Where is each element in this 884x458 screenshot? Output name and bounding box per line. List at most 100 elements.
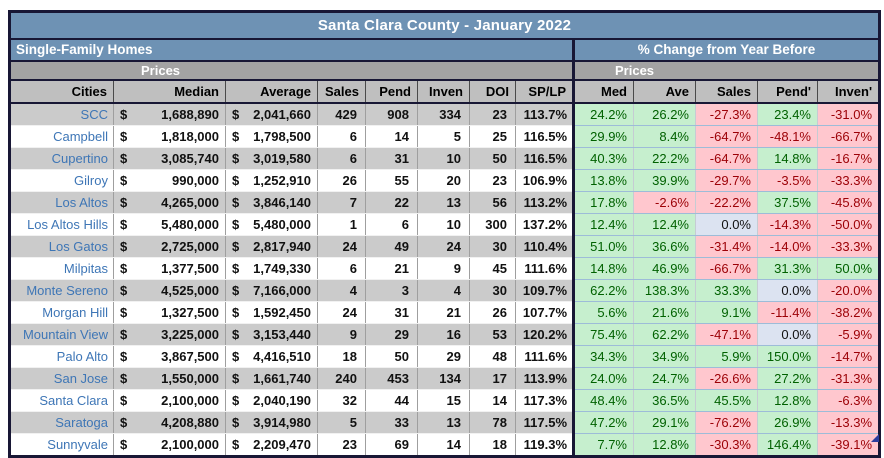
excel-fill-handle[interactable] — [871, 434, 879, 442]
city-link[interactable]: Palo Alto — [9, 345, 114, 368]
city-link[interactable]: Gilroy — [9, 169, 114, 192]
median-value: 3,085,740 — [161, 151, 219, 166]
currency-symbol: $ — [120, 173, 128, 188]
splp-cell: 106.9% — [515, 169, 574, 192]
pend-cell: 6 — [365, 213, 418, 236]
pct-sales-cell: 5.9% — [695, 345, 758, 368]
sales-cell: 6 — [317, 125, 366, 148]
inven-cell: 14 — [417, 433, 470, 457]
median-value: 5,480,000 — [161, 217, 219, 232]
pct-pend-cell: 12.8% — [757, 389, 818, 412]
pct-inven-cell: -50.0% — [817, 213, 880, 236]
city-link[interactable]: Los Altos — [9, 191, 114, 214]
city-link[interactable]: Los Altos Hills — [9, 213, 114, 236]
median-cell: $2,100,000 — [113, 433, 226, 457]
table-row: Sunnyvale $2,100,000 $2,209,470 23 69 14… — [9, 433, 880, 457]
pend-cell: 3 — [365, 279, 418, 302]
pct-med-cell: 51.0% — [572, 235, 634, 258]
city-link[interactable]: Monte Sereno — [9, 279, 114, 302]
median-cell: $3,867,500 — [113, 345, 226, 368]
pct-med-cell: 40.3% — [572, 147, 634, 170]
currency-symbol: $ — [120, 261, 128, 276]
city-link[interactable]: Santa Clara — [9, 389, 114, 412]
doi-cell: 45 — [469, 257, 516, 280]
col-header-pct-med: Med — [572, 80, 634, 104]
city-link[interactable]: Mountain View — [9, 323, 114, 346]
average-value: 2,817,940 — [253, 239, 311, 254]
pct-med-cell: 5.6% — [572, 301, 634, 324]
city-link[interactable]: Sunnyvale — [9, 433, 114, 457]
title-row: Santa Clara County - January 2022 — [9, 11, 880, 40]
city-link[interactable]: SCC — [9, 103, 114, 126]
median-cell: $3,085,740 — [113, 147, 226, 170]
median-value: 990,000 — [172, 173, 219, 188]
table-row: Los Altos $4,265,000 $3,846,140 7 22 13 … — [9, 191, 880, 214]
median-cell: $1,550,000 — [113, 367, 226, 390]
doi-cell: 18 — [469, 433, 516, 457]
splp-cell: 117.3% — [515, 389, 574, 412]
doi-cell: 48 — [469, 345, 516, 368]
median-value: 3,867,500 — [161, 349, 219, 364]
splp-cell: 116.5% — [515, 125, 574, 148]
median-value: 3,225,000 — [161, 327, 219, 342]
doi-cell: 30 — [469, 235, 516, 258]
col-header-sales: Sales — [317, 80, 366, 104]
city-link[interactable]: Morgan Hill — [9, 301, 114, 324]
city-link[interactable]: Cupertino — [9, 147, 114, 170]
pct-ave-cell: 46.9% — [633, 257, 696, 280]
table-row: Morgan Hill $1,327,500 $1,592,450 24 31 … — [9, 301, 880, 324]
pct-inven-cell: -33.3% — [817, 169, 880, 192]
pct-ave-cell: 21.6% — [633, 301, 696, 324]
sales-cell: 32 — [317, 389, 366, 412]
sales-cell: 18 — [317, 345, 366, 368]
pct-med-cell: 62.2% — [572, 279, 634, 302]
median-cell: $1,327,500 — [113, 301, 226, 324]
inven-cell: 13 — [417, 191, 470, 214]
inven-cell: 21 — [417, 301, 470, 324]
city-link[interactable]: Milpitas — [9, 257, 114, 280]
pct-pend-cell: 0.0% — [757, 323, 818, 346]
city-link[interactable]: Los Gatos — [9, 235, 114, 258]
pct-inven-cell: -66.7% — [817, 125, 880, 148]
pct-inven-cell: -14.7% — [817, 345, 880, 368]
pct-ave-cell: 62.2% — [633, 323, 696, 346]
doi-cell: 14 — [469, 389, 516, 412]
col-header-pct-inven: Inven' — [817, 80, 880, 104]
average-value: 1,252,910 — [253, 173, 311, 188]
pct-ave-cell: 12.4% — [633, 213, 696, 236]
splp-cell: 137.2% — [515, 213, 574, 236]
splp-cell: 113.7% — [515, 103, 574, 126]
currency-symbol: $ — [120, 107, 128, 122]
pct-inven-cell: -5.9% — [817, 323, 880, 346]
pct-med-cell: 14.8% — [572, 257, 634, 280]
currency-symbol: $ — [232, 261, 240, 276]
column-header-row: Cities Median Average Sales Pend Inven D… — [9, 80, 880, 104]
pct-med-cell: 17.8% — [572, 191, 634, 214]
inven-cell: 13 — [417, 411, 470, 434]
average-cell: $1,798,500 — [225, 125, 318, 148]
sales-cell: 240 — [317, 367, 366, 390]
sales-cell: 5 — [317, 411, 366, 434]
pct-sales-cell: 9.1% — [695, 301, 758, 324]
real-estate-table: Santa Clara County - January 2022 Single… — [8, 10, 882, 458]
pct-sales-cell: -27.3% — [695, 103, 758, 126]
city-link[interactable]: Campbell — [9, 125, 114, 148]
inven-cell: 16 — [417, 323, 470, 346]
sales-cell: 26 — [317, 169, 366, 192]
pct-pend-cell: -14.0% — [757, 235, 818, 258]
currency-symbol: $ — [120, 305, 128, 320]
inven-cell: 5 — [417, 125, 470, 148]
pct-sales-cell: -76.2% — [695, 411, 758, 434]
pct-inven-cell: -33.3% — [817, 235, 880, 258]
pct-ave-cell: 12.8% — [633, 433, 696, 457]
average-cell: $1,749,330 — [225, 257, 318, 280]
pct-sales-cell: -22.2% — [695, 191, 758, 214]
pct-pend-cell: -3.5% — [757, 169, 818, 192]
city-link[interactable]: San Jose — [9, 367, 114, 390]
col-header-pct-sales: Sales — [695, 80, 758, 104]
pend-cell: 31 — [365, 147, 418, 170]
currency-symbol: $ — [232, 129, 240, 144]
pct-pend-cell: 31.3% — [757, 257, 818, 280]
city-link[interactable]: Saratoga — [9, 411, 114, 434]
pct-ave-cell: 39.9% — [633, 169, 696, 192]
